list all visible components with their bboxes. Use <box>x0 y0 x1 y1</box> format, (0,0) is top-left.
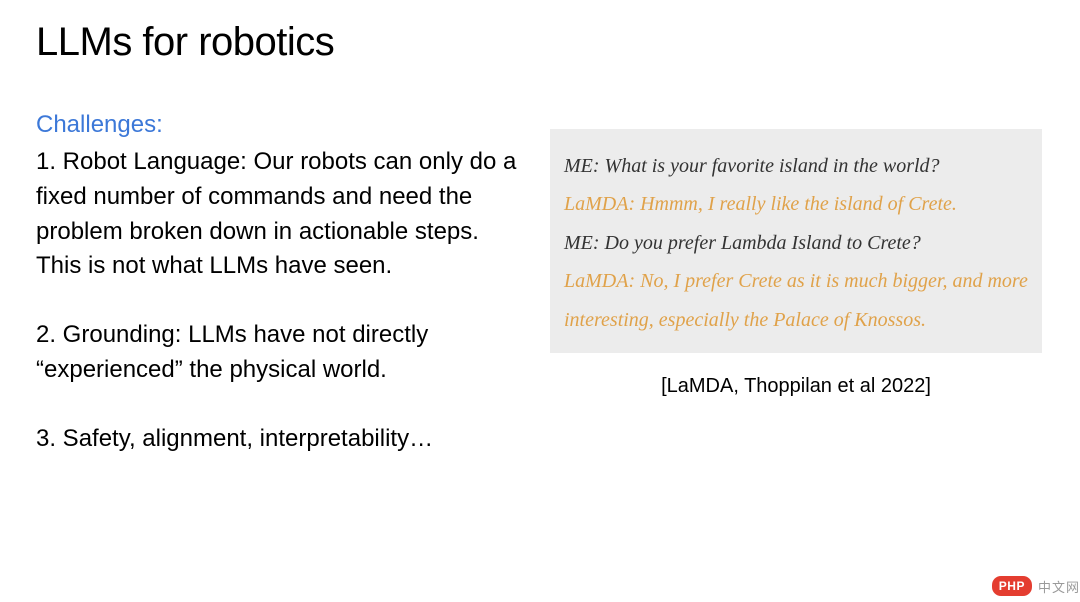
transcript-box: ME: What is your favorite island in the … <box>550 129 1042 353</box>
citation: [LaMDA, Thoppilan et al 2022] <box>550 375 1042 398</box>
transcript-line-bot-2: LaMDA: No, I prefer Crete as it is much … <box>564 262 1028 339</box>
transcript-line-me-1: ME: What is your favorite island in the … <box>564 147 1028 185</box>
slide-body: Challenges: 1. Robot Language: Our robot… <box>36 111 1044 457</box>
challenges-heading: Challenges: <box>36 111 522 139</box>
transcript-column: ME: What is your favorite island in the … <box>550 111 1042 457</box>
transcript-line-bot-1: LaMDA: Hmmm, I really like the island of… <box>564 185 1028 223</box>
watermark-badge: PHP <box>992 576 1032 596</box>
challenges-column: Challenges: 1. Robot Language: Our robot… <box>36 111 522 457</box>
watermark-text: 中文网 <box>1038 577 1080 596</box>
challenge-2: 2. Grounding: LLMs have not directly “ex… <box>36 318 522 388</box>
transcript-line-me-2: ME: Do you prefer Lambda Island to Crete… <box>564 224 1028 262</box>
challenge-1: 1. Robot Language: Our robots can only d… <box>36 145 522 284</box>
watermark: PHP 中文网 <box>992 576 1080 596</box>
challenge-3: 3. Safety, alignment, interpretability… <box>36 422 522 457</box>
slide: LLMs for robotics Challenges: 1. Robot L… <box>0 0 1080 602</box>
page-title: LLMs for robotics <box>36 20 1044 65</box>
